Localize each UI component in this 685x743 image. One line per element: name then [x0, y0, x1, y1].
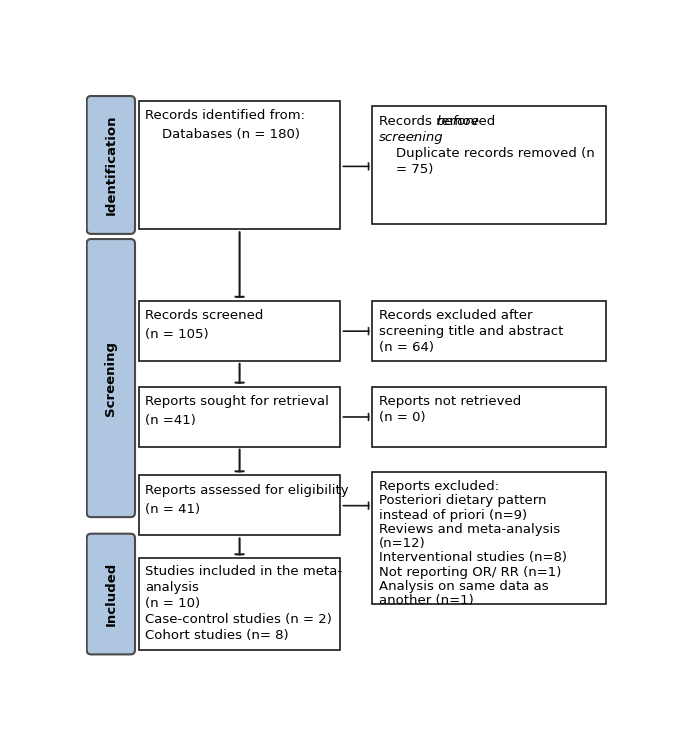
Text: screening: screening: [379, 131, 443, 144]
Text: Cohort studies (n= 8): Cohort studies (n= 8): [145, 629, 288, 642]
Text: Not reporting OR/ RR (n=1): Not reporting OR/ RR (n=1): [379, 565, 561, 579]
Text: Reports excluded:: Reports excluded:: [379, 480, 499, 493]
Text: Posteriori dietary pattern: Posteriori dietary pattern: [379, 494, 546, 507]
Text: (n = 41): (n = 41): [145, 503, 200, 516]
FancyBboxPatch shape: [138, 476, 340, 536]
Text: (n = 105): (n = 105): [145, 328, 209, 341]
Text: = 75): = 75): [379, 163, 433, 176]
FancyBboxPatch shape: [87, 533, 135, 655]
Text: Analysis on same data as: Analysis on same data as: [379, 580, 548, 593]
FancyBboxPatch shape: [138, 558, 340, 650]
Text: (n =41): (n =41): [145, 414, 196, 427]
FancyBboxPatch shape: [87, 96, 135, 234]
FancyBboxPatch shape: [373, 386, 606, 447]
Text: Records identified from:: Records identified from:: [145, 109, 305, 122]
Text: before: before: [436, 115, 480, 128]
Text: Records excluded after: Records excluded after: [379, 309, 532, 322]
Text: Reports sought for retrieval: Reports sought for retrieval: [145, 395, 329, 408]
FancyBboxPatch shape: [138, 100, 340, 230]
Text: Records screened: Records screened: [145, 309, 264, 322]
Text: Identification: Identification: [104, 114, 117, 215]
Text: (n = 0): (n = 0): [379, 412, 425, 424]
Text: (n = 64): (n = 64): [379, 342, 434, 354]
FancyBboxPatch shape: [87, 239, 135, 517]
FancyBboxPatch shape: [373, 106, 606, 224]
Text: analysis: analysis: [145, 581, 199, 594]
Text: Interventional studies (n=8): Interventional studies (n=8): [379, 551, 566, 565]
Text: (n=12): (n=12): [379, 537, 425, 550]
Text: another (n=1): another (n=1): [379, 594, 473, 607]
Text: Screening: Screening: [104, 340, 117, 415]
Text: Studies included in the meta-: Studies included in the meta-: [145, 565, 342, 578]
FancyBboxPatch shape: [138, 386, 340, 447]
FancyBboxPatch shape: [373, 301, 606, 361]
Text: Reports not retrieved: Reports not retrieved: [379, 395, 521, 408]
Text: :: :: [411, 131, 416, 144]
Text: Included: Included: [104, 562, 117, 626]
Text: Records removed: Records removed: [379, 115, 499, 128]
FancyBboxPatch shape: [138, 301, 340, 361]
Text: Databases (n = 180): Databases (n = 180): [145, 128, 300, 141]
Text: Case-control studies (n = 2): Case-control studies (n = 2): [145, 613, 332, 626]
Text: instead of priori (n=9): instead of priori (n=9): [379, 508, 527, 522]
Text: Reports assessed for eligibility: Reports assessed for eligibility: [145, 484, 349, 497]
FancyBboxPatch shape: [373, 473, 606, 604]
Text: (n = 10): (n = 10): [145, 597, 200, 610]
Text: screening title and abstract: screening title and abstract: [379, 325, 563, 339]
Text: Reviews and meta-analysis: Reviews and meta-analysis: [379, 523, 560, 536]
Text: Duplicate records removed (n: Duplicate records removed (n: [379, 147, 595, 160]
